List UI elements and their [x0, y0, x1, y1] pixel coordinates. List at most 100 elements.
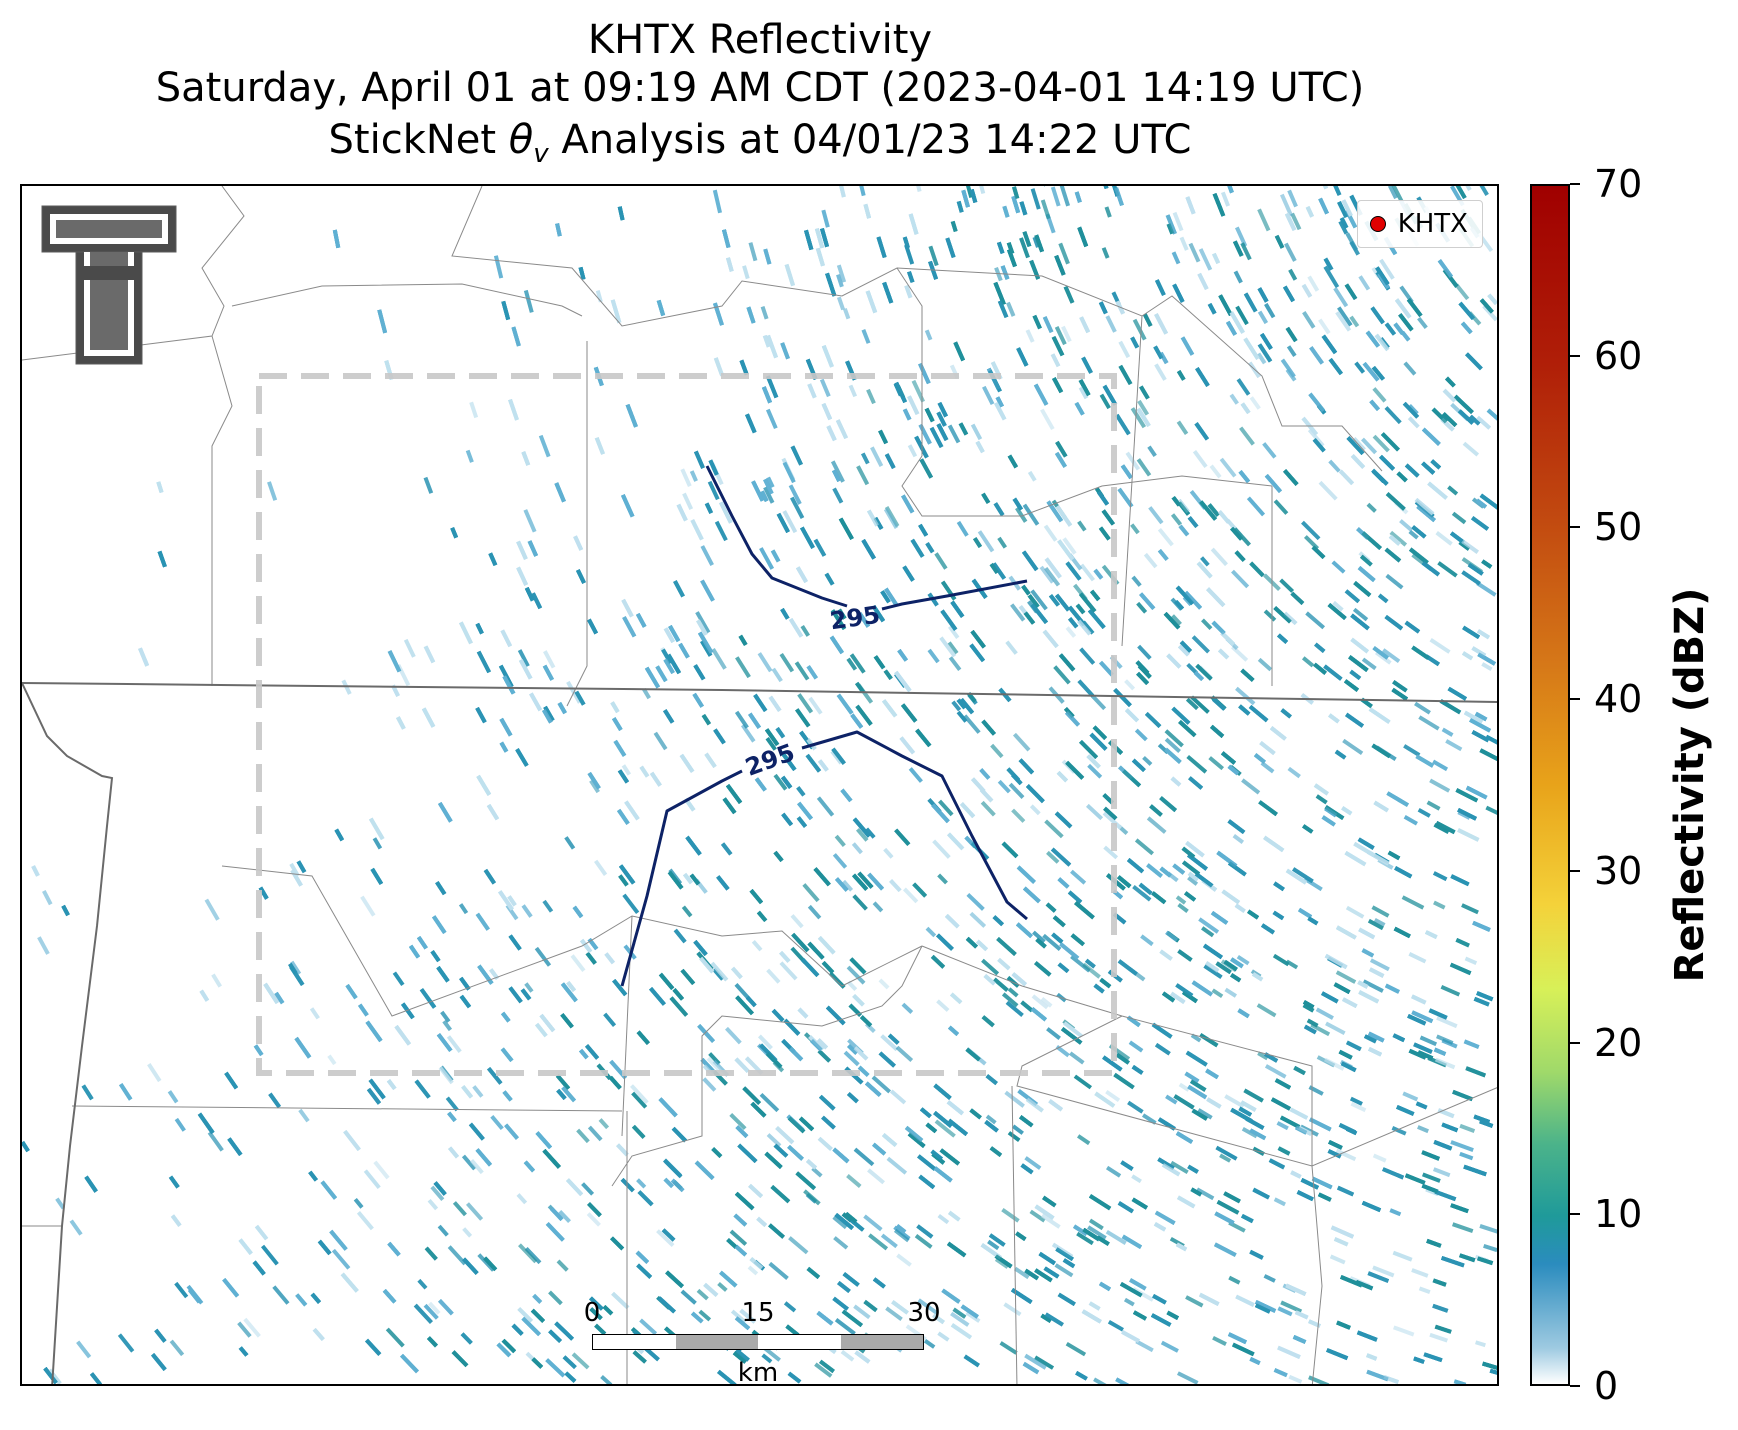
echo-gate — [834, 834, 846, 847]
echo-gate — [735, 656, 751, 679]
echo-gate — [937, 873, 948, 885]
echo-gate — [883, 847, 894, 859]
echo-gate — [440, 1010, 451, 1023]
echo-gate — [804, 229, 814, 251]
echo-gate — [1115, 1052, 1130, 1065]
echo-gate — [1300, 1178, 1319, 1190]
echo-gate — [1277, 1306, 1293, 1317]
echo-gate — [1236, 954, 1250, 966]
echo-gate — [1318, 480, 1338, 501]
echo-gate — [831, 747, 846, 765]
echo-gate — [1081, 356, 1093, 374]
echo-gate — [1262, 442, 1277, 459]
echo-gate — [1058, 242, 1070, 265]
echo-gate — [830, 460, 845, 483]
echo-gate — [1001, 992, 1019, 1008]
echo-gate — [1257, 1051, 1269, 1061]
echo-gate — [866, 388, 876, 405]
echo-gate — [695, 611, 711, 634]
echo-gate — [261, 1244, 279, 1266]
echo-gate — [821, 403, 833, 421]
echo-gate — [773, 1143, 789, 1158]
echo-gate — [880, 590, 891, 604]
echo-gate — [1357, 837, 1375, 850]
echo-gate — [1280, 193, 1294, 217]
echo-gate — [1177, 902, 1189, 913]
echo-gate — [1372, 434, 1390, 453]
echo-gate — [1361, 657, 1377, 671]
echo-gate — [1186, 662, 1198, 675]
echo-gate — [1148, 506, 1164, 525]
echo-gate — [893, 1228, 910, 1243]
echo-gate — [952, 1307, 967, 1319]
echo-gate — [1224, 987, 1238, 998]
echo-gate — [1408, 403, 1419, 415]
echo-gate — [1185, 1050, 1208, 1067]
echo-gate — [1215, 961, 1232, 975]
echo-gate — [1252, 972, 1264, 982]
echo-gate — [22, 1141, 30, 1153]
echo-gate — [1118, 340, 1131, 359]
echo-gate — [1166, 653, 1182, 669]
echo-gate — [1065, 626, 1077, 638]
echo-gate — [1479, 748, 1497, 763]
radar-map-canvas[interactable]: 295 295 — [22, 186, 1499, 1386]
echo-gate — [1363, 1034, 1377, 1044]
echo-gate — [1127, 1100, 1144, 1114]
echo-gate — [1333, 287, 1349, 308]
theta-subscript: v — [533, 139, 549, 169]
echo-gate — [711, 648, 727, 670]
echo-gate — [1123, 1297, 1135, 1307]
echo-gate — [1464, 956, 1478, 966]
echo-gate — [915, 728, 932, 748]
echo-gate — [1046, 1027, 1061, 1040]
echo-gate — [907, 271, 915, 283]
echo-gate — [1458, 301, 1475, 320]
radar-map-panel[interactable]: 295 295 KHTX 0 15 30 km — [20, 184, 1499, 1386]
echo-gate — [76, 1340, 92, 1359]
echo-gate — [1389, 530, 1408, 547]
echo-gate — [1226, 320, 1237, 336]
echo-gate — [1029, 804, 1041, 816]
echo-gate — [636, 1178, 647, 1189]
figure-subtitle-time: Saturday, April 01 at 09:19 AM CDT (2023… — [155, 65, 1365, 111]
echo-gate — [531, 592, 543, 610]
echo-gate — [1136, 458, 1152, 477]
echo-gate — [635, 1250, 650, 1264]
echo-gate — [438, 801, 453, 823]
echo-gate — [1238, 1106, 1253, 1117]
echo-gate — [847, 1044, 859, 1055]
echo-gate — [1285, 368, 1297, 382]
echo-gate — [1151, 1022, 1173, 1039]
echo-gate — [1382, 648, 1401, 663]
echo-gate — [207, 1131, 224, 1152]
echo-gate — [1315, 1007, 1334, 1020]
echo-gate — [836, 273, 844, 288]
echo-gate — [902, 565, 915, 582]
echo-gate — [1019, 237, 1030, 259]
echo-gate — [658, 972, 675, 990]
echo-gate — [1305, 611, 1326, 630]
echo-gate — [267, 481, 278, 501]
echo-gate — [747, 1265, 759, 1276]
echo-gate — [1102, 1055, 1123, 1072]
echo-gate — [1209, 464, 1222, 479]
echo-gate — [1126, 858, 1145, 874]
echo-gate — [813, 867, 831, 887]
echo-gate — [908, 767, 923, 783]
echo-gate — [814, 1362, 833, 1378]
echo-gate — [345, 984, 358, 1000]
echo-gate — [1190, 695, 1210, 714]
echo-gate — [170, 1214, 182, 1227]
echo-gate — [1369, 399, 1380, 412]
echo-gate — [768, 1223, 785, 1239]
echo-gate — [1087, 763, 1103, 779]
echo-gate — [1069, 1051, 1085, 1065]
echo-gate — [836, 264, 847, 283]
echo-gate — [1132, 318, 1147, 341]
echo-gate — [1223, 1191, 1241, 1204]
echo-gate — [690, 1311, 704, 1324]
echo-gate — [243, 1317, 261, 1338]
echo-gate — [808, 696, 823, 715]
echo-gate — [811, 1166, 823, 1178]
